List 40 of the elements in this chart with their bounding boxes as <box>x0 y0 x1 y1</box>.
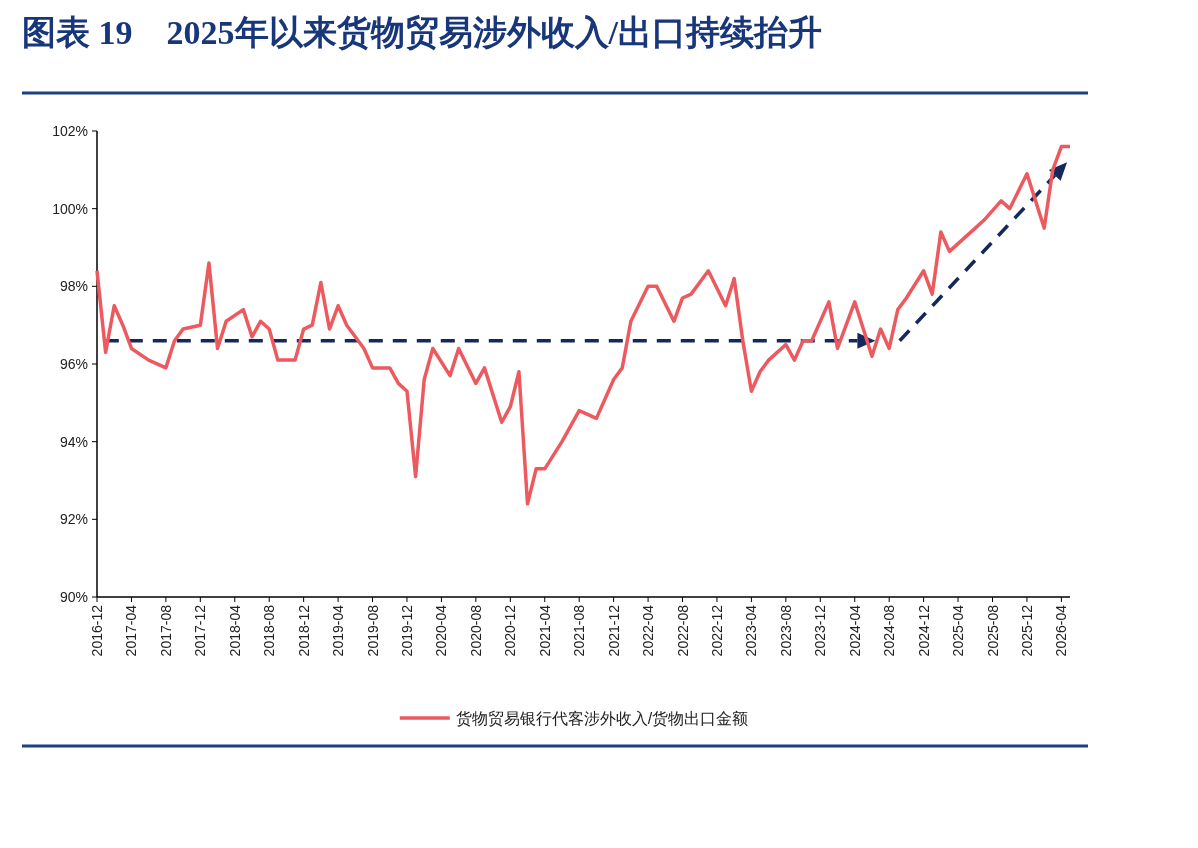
x-tick-label: 2021-12 <box>605 604 622 657</box>
x-tick-label: 2019-04 <box>330 604 347 657</box>
title: 图表 19 2025年以来货物贸易涉外收入/出口持续抬升 <box>22 14 822 51</box>
x-tick-label: 2021-08 <box>571 604 588 657</box>
y-tick-label: 96% <box>59 356 88 372</box>
x-tick-label: 2023-08 <box>777 604 794 657</box>
x-tick-label: 2019-12 <box>398 604 415 657</box>
y-tick-label: 92% <box>59 511 88 528</box>
x-tick-label: 2018-08 <box>261 604 278 657</box>
x-tick-label: 2025-04 <box>950 604 967 657</box>
x-tick-label: 2017-04 <box>123 604 140 657</box>
x-tick-label: 2018-04 <box>226 604 243 657</box>
x-tick-label: 2023-12 <box>812 604 829 657</box>
line-series <box>95 144 1072 506</box>
legend-label: 货物贸易银行代客涉外收入/货物出口金额 <box>455 710 749 727</box>
x-tick-label: 2017-08 <box>157 604 174 657</box>
x-tick-label: 2025-12 <box>1018 604 1035 657</box>
x-tick-label: 2022-04 <box>640 604 657 657</box>
x-tick-label: 2024-04 <box>846 604 863 657</box>
x-tick-label: 2018-12 <box>295 604 312 657</box>
x-tick-label: 2019-08 <box>364 604 381 657</box>
x-tick-label: 2020-12 <box>502 604 519 657</box>
x-tick-label: 2016-12 <box>89 604 105 657</box>
x-tick-label: 2025-08 <box>984 604 1001 657</box>
x-tick-label: 2024-12 <box>915 604 932 657</box>
x-tick-label: 2020-04 <box>433 604 450 657</box>
x-tick-label: 2024-08 <box>881 604 898 657</box>
x-tick-label: 2017-12 <box>192 604 209 657</box>
y-tick-label: 94% <box>59 433 88 450</box>
y-tick-label: 90% <box>59 589 88 605</box>
x-tick-label: 2022-08 <box>674 604 691 657</box>
y-tick-label: 102% <box>52 123 88 139</box>
y-tick-label: 100% <box>52 200 88 217</box>
x-tick-label: 2026-04 <box>1053 604 1070 657</box>
x-tick-label: 2021-04 <box>536 604 553 657</box>
x-tick-label: 2022-12 <box>708 604 725 657</box>
x-tick-label: 2020-08 <box>467 604 484 657</box>
y-tick-label: 98% <box>59 278 88 295</box>
legend: 货物贸易银行代客涉外收入/货物出口金额 <box>399 710 749 727</box>
x-tick-label: 2023-04 <box>743 604 760 657</box>
